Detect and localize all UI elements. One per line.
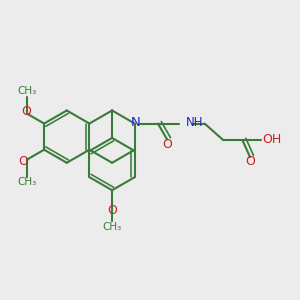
Text: O: O: [21, 105, 31, 118]
Text: OH: OH: [262, 133, 281, 146]
Text: CH₃: CH₃: [18, 177, 37, 188]
Text: CH₃: CH₃: [18, 86, 37, 96]
Text: NH: NH: [186, 116, 203, 129]
Text: O: O: [19, 155, 28, 168]
Text: N: N: [131, 116, 141, 129]
Text: CH₃: CH₃: [103, 221, 122, 232]
Text: O: O: [245, 155, 255, 168]
Text: O: O: [107, 204, 117, 217]
Text: O: O: [163, 138, 172, 151]
